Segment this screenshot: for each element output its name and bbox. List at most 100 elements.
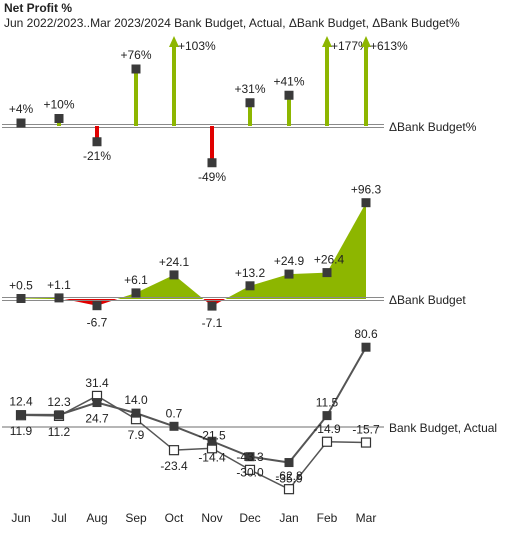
delta-area-segment xyxy=(289,272,327,299)
budget-label-2: 11.2 xyxy=(48,425,71,439)
delta-area-segment xyxy=(174,274,204,299)
pct-label-6: -49% xyxy=(198,170,226,184)
delta-marker-5 xyxy=(169,270,179,280)
actual-marker-2 xyxy=(54,410,64,420)
pct-arrow-10 xyxy=(361,36,371,47)
actual-label-1: 12.4 xyxy=(9,395,33,409)
actual-label-3: 24.7 xyxy=(85,412,109,426)
pct-label-5: +103% xyxy=(178,39,216,53)
delta-label-6: -7.1 xyxy=(202,316,223,330)
pct-label-10: +613% xyxy=(370,39,408,53)
pct-series-label: ΔBank Budget% xyxy=(389,120,477,134)
actual-line xyxy=(20,346,367,464)
delta-label-7: +13.2 xyxy=(235,266,266,280)
actual-marker-10 xyxy=(361,342,371,352)
delta-marker-9 xyxy=(322,268,332,278)
pct-marker-6 xyxy=(207,158,217,168)
delta-label-3: -6.7 xyxy=(87,316,108,330)
actual-label-7: -30.0 xyxy=(236,466,264,480)
category-label-nov: Nov xyxy=(201,511,222,525)
budget-marker-9 xyxy=(321,436,333,447)
pct-marker-2 xyxy=(54,114,64,123)
delta-marker-8 xyxy=(284,269,294,279)
actual-label-4: 14.0 xyxy=(124,393,148,407)
category-label-dec: Dec xyxy=(239,511,260,525)
actual-label-6: -14.4 xyxy=(198,450,226,464)
pct-label-4: +76% xyxy=(120,48,151,62)
pct-marker-8 xyxy=(284,90,294,100)
delta-series-label: ΔBank Budget xyxy=(389,293,466,307)
actual-marker-9 xyxy=(322,411,332,421)
budget-line xyxy=(20,395,367,491)
actual-marker-4 xyxy=(131,408,141,418)
budget-label-10: -15.7 xyxy=(352,423,380,437)
pct-label-8: +41% xyxy=(273,74,304,88)
budget-label-1: 11.9 xyxy=(10,424,33,438)
delta-marker-10 xyxy=(361,198,371,208)
pct-marker-4 xyxy=(131,64,141,74)
delta-marker-7 xyxy=(245,281,255,291)
budget-label-4: 7.9 xyxy=(128,428,145,442)
pct-label-7: +31% xyxy=(234,82,265,96)
delta-label-9: +26.4 xyxy=(314,253,345,267)
delta-area-segment xyxy=(225,285,250,299)
budget-marker-10 xyxy=(360,437,372,448)
budget-marker-8 xyxy=(283,484,295,495)
delta-marker-3 xyxy=(92,301,102,311)
pct-marker-1 xyxy=(16,118,26,128)
category-label-jul: Jul xyxy=(51,511,66,525)
actual-label-2: 12.3 xyxy=(47,395,71,409)
delta-marker-1 xyxy=(16,294,26,303)
budget-label-9: -14.9 xyxy=(313,422,341,436)
delta-label-10: +96.3 xyxy=(351,183,382,197)
main-series-label: Bank Budget, Actual xyxy=(389,421,497,435)
category-label-oct: Oct xyxy=(165,511,184,525)
pct-label-1: +4% xyxy=(9,102,34,116)
actual-marker-8 xyxy=(284,458,294,468)
actual-label-9: 11.5 xyxy=(316,396,339,410)
actual-label-10: 80.6 xyxy=(354,327,378,341)
actual-label-8: -35.9 xyxy=(275,472,303,486)
delta-label-4: +6.1 xyxy=(124,273,148,287)
delta-marker-4 xyxy=(131,288,141,298)
delta-marker-2 xyxy=(54,293,64,303)
category-label-jun: Jun xyxy=(11,511,30,525)
category-label-jan: Jan xyxy=(279,511,298,525)
pct-arrow-9 xyxy=(322,36,332,47)
category-label-aug: Aug xyxy=(86,511,107,525)
actual-marker-1 xyxy=(16,410,26,420)
delta-area-segment xyxy=(136,274,174,299)
pct-label-3: -21% xyxy=(83,149,111,163)
delta-marker-6 xyxy=(207,301,217,311)
delta-label-2: +1.1 xyxy=(47,278,71,292)
pct-label-2: +10% xyxy=(43,98,74,112)
delta-area-segment xyxy=(21,297,59,299)
category-label-mar: Mar xyxy=(356,511,377,525)
category-label-feb: Feb xyxy=(317,511,338,525)
chart-subtitle: Jun 2022/2023..Mar 2023/2024 Bank Budget… xyxy=(4,16,460,30)
budget-label-7: -43.3 xyxy=(236,450,264,464)
delta-label-1: +0.5 xyxy=(9,279,33,293)
actual-marker-5 xyxy=(169,421,179,431)
category-label-sep: Sep xyxy=(125,511,147,525)
pct-label-9: +177% xyxy=(331,39,369,53)
pct-arrow-5 xyxy=(169,36,179,47)
actual-marker-3 xyxy=(92,398,102,408)
delta-label-8: +24.9 xyxy=(274,254,305,268)
budget-marker-5 xyxy=(168,445,180,456)
delta-area-segment xyxy=(327,202,366,299)
budget-label-8: -62.8 xyxy=(275,469,303,483)
budget-label-5: -23.4 xyxy=(160,459,188,473)
budget-marker-7 xyxy=(244,464,256,475)
budget-label-6: -21.5 xyxy=(198,428,226,442)
budget-label-3: 31.4 xyxy=(85,376,109,390)
actual-marker-7 xyxy=(245,452,255,462)
delta-area-segment xyxy=(250,274,289,299)
actual-marker-6 xyxy=(207,436,217,446)
pct-marker-7 xyxy=(245,98,255,108)
delta-label-5: +24.1 xyxy=(159,255,190,269)
chart-title: Net Profit % xyxy=(4,1,73,15)
pct-marker-3 xyxy=(92,137,102,147)
actual-label-5: 0.7 xyxy=(166,406,183,420)
